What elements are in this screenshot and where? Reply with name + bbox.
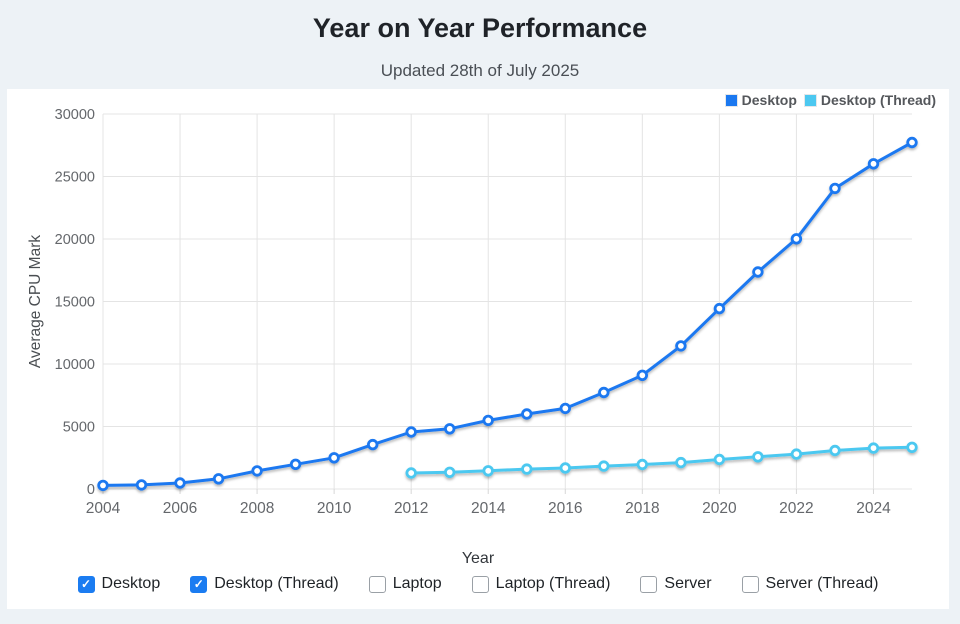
- page-title: Year on Year Performance: [312, 13, 648, 43]
- data-point-desktop: [367, 438, 379, 451]
- legend-item-desktop[interactable]: Desktop: [724, 92, 797, 108]
- series-line-desktop: [101, 141, 914, 487]
- data-point-desktop: [444, 423, 456, 435]
- data-point-desktop-thread: [675, 456, 687, 469]
- data-point-desktop: [752, 266, 764, 278]
- checkbox-server[interactable]: Server: [640, 575, 712, 593]
- x-tick-label: 2014: [471, 500, 506, 517]
- legend-swatch-desktop-thread: [803, 93, 817, 107]
- data-point-desktop-thread: [598, 460, 610, 472]
- x-tick-label: 2016: [548, 500, 582, 517]
- data-point-desktop-thread: [405, 467, 417, 479]
- data-point-desktop-thread: [713, 453, 726, 466]
- data-point-desktop-thread: [867, 442, 880, 454]
- data-point-desktop: [867, 158, 880, 170]
- chart-legend: Desktop Desktop (Thread): [724, 92, 936, 108]
- checkbox-box-desktop-thread[interactable]: ✓: [190, 575, 208, 593]
- data-point-desktop: [636, 369, 649, 382]
- legend-swatch-desktop: [724, 93, 738, 107]
- chart-panel: Desktop Desktop (Thread) 0 5000 10000 15000 2…: [7, 89, 949, 609]
- x-axis-title: Year: [461, 550, 495, 567]
- data-point-desktop-thread: [636, 458, 649, 471]
- checkbox-label-desktop: Desktop: [101, 575, 161, 592]
- page-subtitle: Updated 28th of July 2025: [380, 61, 580, 80]
- data-point-desktop: [174, 477, 186, 489]
- data-point-desktop: [675, 340, 687, 352]
- data-point-desktop: [559, 402, 572, 415]
- checkbox-label-desktop-thread: Desktop (Thread): [214, 575, 339, 592]
- checkbox-box-server-thread[interactable]: [741, 575, 759, 593]
- data-point-desktop: [97, 479, 109, 492]
- checkbox-label-laptop: Laptop: [392, 575, 442, 592]
- x-tick-label: 2024: [856, 500, 891, 517]
- data-point-desktop: [405, 426, 417, 438]
- y-axis-tick-labels: 0 5000 10000 15000 20000 25000 30000: [55, 107, 95, 498]
- data-point-desktop: [598, 386, 610, 399]
- y-tick-label: 25000: [55, 170, 95, 186]
- y-tick-label: 15000: [55, 295, 95, 311]
- data-point-desktop: [289, 458, 302, 471]
- data-point-desktop: [521, 408, 533, 420]
- y-tick-label: 20000: [55, 232, 95, 248]
- checkbox-server-thread[interactable]: Server (Thread): [741, 575, 879, 593]
- data-point-desktop: [212, 473, 225, 485]
- data-point-desktop-thread: [521, 463, 533, 475]
- x-tick-label: 2006: [163, 500, 197, 517]
- x-tick-label: 2012: [394, 500, 428, 517]
- legend-label-desktop: Desktop: [741, 92, 797, 108]
- data-point-desktop: [135, 479, 148, 491]
- data-point-desktop-thread: [444, 466, 456, 479]
- grid-lines: [102, 113, 912, 494]
- legend-label-desktop-thread: Desktop (Thread): [820, 92, 936, 108]
- y-tick-label: 10000: [55, 357, 95, 373]
- legend-item-desktop-thread[interactable]: Desktop (Thread): [803, 92, 936, 108]
- series-desktop: [97, 136, 918, 492]
- y-tick-label: 5000: [63, 420, 95, 436]
- data-point-desktop-thread: [790, 448, 803, 460]
- data-point-desktop-thread: [906, 441, 918, 454]
- x-tick-label: 2022: [779, 500, 813, 517]
- data-point-desktop-thread: [559, 462, 572, 474]
- checkbox-box-laptop-thread[interactable]: [471, 575, 489, 593]
- checkbox-desktop[interactable]: ✓ Desktop: [77, 575, 161, 593]
- checkbox-label-server-thread: Server (Thread): [765, 575, 879, 592]
- x-tick-label: 2020: [702, 500, 737, 517]
- data-point-desktop: [790, 233, 803, 245]
- x-tick-label: 2004: [86, 500, 121, 517]
- checkbox-desktop-thread[interactable]: ✓ Desktop (Thread): [190, 575, 339, 593]
- data-point-desktop: [829, 182, 841, 195]
- checkbox-laptop-thread[interactable]: Laptop (Thread): [471, 575, 611, 593]
- series-toggle-row: ✓ Desktop ✓ Desktop (Thread) Laptop Laptop (T…: [7, 575, 949, 593]
- data-point-desktop-thread: [752, 451, 764, 463]
- checkbox-label-server: Server: [664, 575, 712, 592]
- checkbox-box-desktop[interactable]: ✓: [77, 575, 95, 593]
- series-line-desktop-thread: [409, 445, 914, 475]
- data-point-desktop: [482, 414, 494, 427]
- x-tick-label: 2010: [317, 500, 352, 517]
- checkbox-box-laptop[interactable]: [368, 575, 386, 593]
- y-tick-label: 30000: [55, 107, 95, 123]
- data-point-desktop: [251, 465, 263, 477]
- y-axis-title: Average CPU Mark: [27, 235, 44, 368]
- checkbox-laptop[interactable]: Laptop: [368, 575, 442, 593]
- x-tick-label: 2008: [240, 500, 274, 517]
- data-point-desktop: [713, 302, 726, 315]
- data-point-desktop: [906, 136, 918, 149]
- x-axis-tick-labels: 2004 2006 2008 2010 2012 2014 2016 2018 2020 2022…: [86, 500, 891, 517]
- data-point-desktop: [328, 452, 340, 464]
- checkbox-label-laptop-thread: Laptop (Thread): [495, 575, 611, 592]
- y-tick-label: 0: [87, 482, 95, 498]
- x-tick-label: 2018: [625, 500, 659, 517]
- data-point-desktop-thread: [482, 465, 494, 477]
- series-desktop-thread: [405, 441, 918, 479]
- data-point-desktop-thread: [829, 444, 841, 457]
- checkbox-box-server[interactable]: [640, 575, 658, 593]
